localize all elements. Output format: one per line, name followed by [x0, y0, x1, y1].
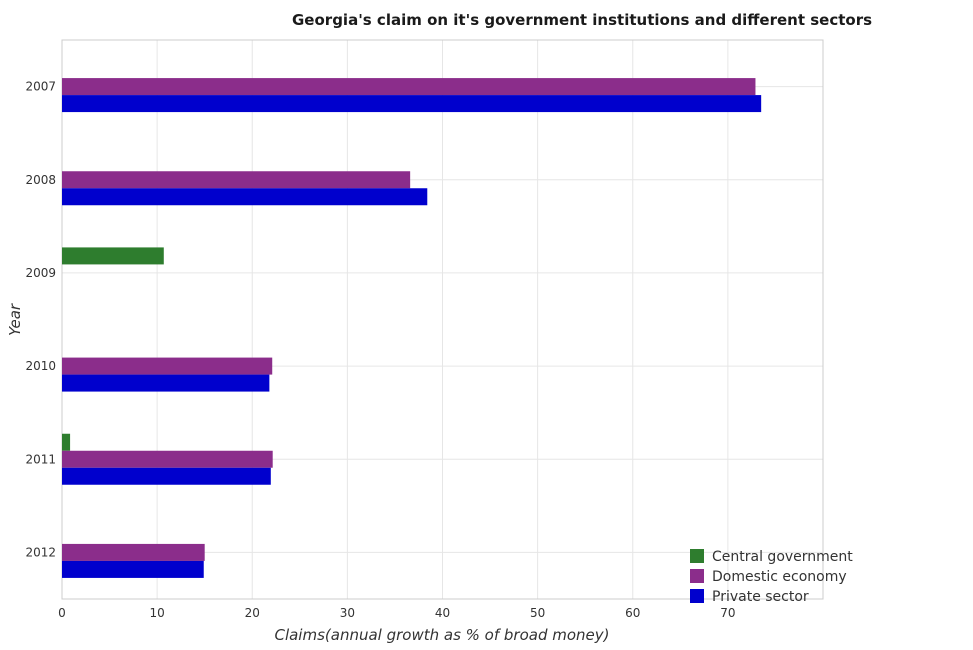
legend-label: Central government: [712, 549, 853, 565]
y-tick-label: 2011: [25, 452, 56, 466]
x-tick-label: 10: [149, 606, 164, 620]
chart-title: Georgia's claim on it's government insti…: [292, 11, 872, 29]
y-tick-label: 2007: [25, 80, 56, 94]
legend-label: Private sector: [712, 589, 809, 605]
y-tick-label: 2009: [25, 266, 56, 280]
x-tick-label: 70: [720, 606, 735, 620]
x-axis-label: Claims(annual growth as % of broad money…: [274, 626, 609, 644]
bar-domestic-economy-2012: [62, 543, 205, 561]
legend-label: Domestic economy: [712, 569, 847, 585]
bar-domestic-economy-2011: [62, 450, 273, 468]
bar-private-sector-2010: [62, 374, 270, 392]
legend-swatch: [690, 589, 704, 603]
y-ticks: 2007 2008 2009 2010 2011 2012: [25, 80, 56, 560]
x-tick-label: 50: [530, 606, 545, 620]
grid: [61, 40, 823, 599]
bar-central-government-2009: [62, 247, 164, 265]
bar-private-sector-2011: [62, 467, 271, 485]
bar-central-government-2011: [62, 433, 71, 451]
x-ticks: 0 10 20 30 40 50 60 70: [58, 606, 735, 620]
y-tick-label: 2012: [25, 545, 56, 559]
bar-private-sector-2008: [62, 188, 428, 206]
x-tick-label: 20: [245, 606, 260, 620]
y-tick-label: 2010: [25, 359, 56, 373]
legend-swatch: [690, 569, 704, 583]
bar-private-sector-2007: [62, 95, 762, 113]
bar-domestic-economy-2007: [62, 78, 756, 96]
x-tick-label: 30: [340, 606, 355, 620]
legend: Central government Domestic economy Privat…: [690, 549, 853, 605]
bars: [62, 78, 762, 578]
y-tick-label: 2008: [25, 173, 56, 187]
legend-swatch: [690, 549, 704, 563]
x-tick-label: 0: [58, 606, 66, 620]
bar-private-sector-2012: [62, 560, 204, 578]
bar-domestic-economy-2008: [62, 171, 411, 189]
x-tick-label: 60: [625, 606, 640, 620]
plot-frame: [61, 39, 824, 600]
y-axis-label: Year: [6, 303, 24, 336]
x-tick-label: 40: [435, 606, 450, 620]
bar-domestic-economy-2010: [62, 357, 273, 375]
